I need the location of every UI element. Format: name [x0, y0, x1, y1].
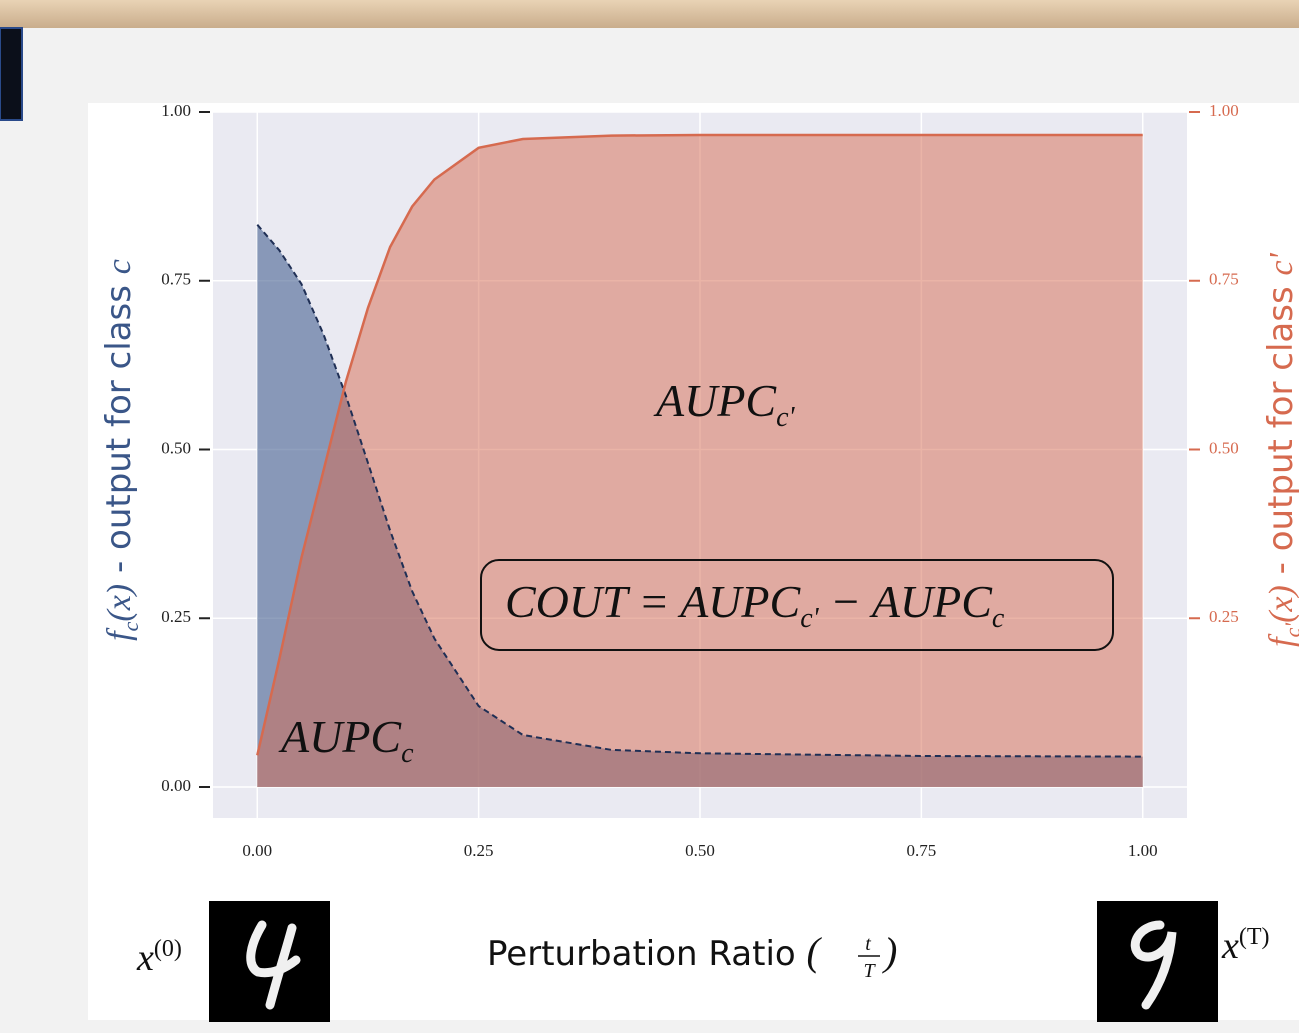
y2-axis-label: fc'(x) - output for class c' [1261, 252, 1299, 646]
annotation: AUPCc [278, 711, 414, 769]
x-tick-label: 0.25 [464, 841, 494, 860]
annotation-part: AUPC [653, 375, 777, 426]
label-part: (x) [101, 584, 138, 622]
annotation: COUT = AUPCc' − AUPCc [505, 576, 1005, 634]
label-part: - output for class [99, 274, 139, 584]
label-part: x [136, 937, 154, 979]
label-part: - output for class [1261, 276, 1299, 586]
digit-stroke [246, 920, 301, 1010]
label-part: (0) [154, 936, 182, 962]
y2-tick-label: 0.50 [1209, 438, 1239, 457]
annotation-part: c [401, 738, 414, 769]
plot: 0.00 0.25 0.50 0.75 1.00 0.00 0.25 0.50 0.75 1.00… [161, 101, 1239, 860]
x-tick-label: 0.75 [906, 841, 936, 860]
y-tick-label: 0.75 [161, 270, 191, 289]
x-axis-label-numerator: t [865, 933, 871, 955]
image-label: x(T) [1221, 924, 1270, 967]
digit-image [1097, 901, 1218, 1022]
y2-tick-label: 0.25 [1209, 607, 1239, 626]
x-axis-label: Perturbation Ratio ( [487, 929, 823, 974]
label-part: Perturbation Ratio [487, 934, 807, 974]
side-box [0, 27, 23, 121]
label-part: c [101, 259, 138, 274]
y-tick-label: 0.00 [161, 776, 191, 795]
x-tick-label: 0.00 [242, 841, 272, 860]
label-part: c' [1263, 252, 1299, 275]
label-part: x [1221, 925, 1239, 967]
y2-tick-label: 0.75 [1209, 270, 1239, 289]
y-tick-label: 0.25 [161, 607, 191, 626]
x-axis-label-denominator: T [863, 960, 876, 982]
top-band [0, 0, 1299, 28]
annotation-part: c [992, 603, 1005, 634]
line [256, 224, 1143, 758]
label-part: (T) [1239, 924, 1270, 950]
annotation-part: − AUPC [819, 576, 994, 627]
annotation-part: AUPC [278, 711, 402, 762]
line [256, 133, 1143, 756]
area [257, 135, 1143, 787]
label-part: c' [1280, 623, 1299, 638]
annotation-part: c' [800, 603, 819, 634]
paren: ) [882, 929, 897, 974]
y-tick-label: 0.50 [161, 438, 191, 457]
annotation-part: COUT = AUPC [505, 576, 802, 627]
label-part: c [118, 621, 143, 631]
x-tick-label: 0.50 [685, 841, 715, 860]
image-label: x(0) [136, 936, 182, 979]
annotation: AUPCc' [653, 375, 796, 433]
y-axis-label: fc(x) - output for class c [99, 259, 143, 641]
label-part: (x) [1263, 585, 1299, 623]
x-tick-label: 1.00 [1128, 841, 1158, 860]
digit-stroke [1130, 920, 1177, 1010]
annotation-part: c' [776, 402, 795, 433]
y-tick-label: 1.00 [161, 101, 191, 120]
y2-tick-label: 1.00 [1209, 101, 1239, 120]
annotation-box [480, 559, 1114, 651]
